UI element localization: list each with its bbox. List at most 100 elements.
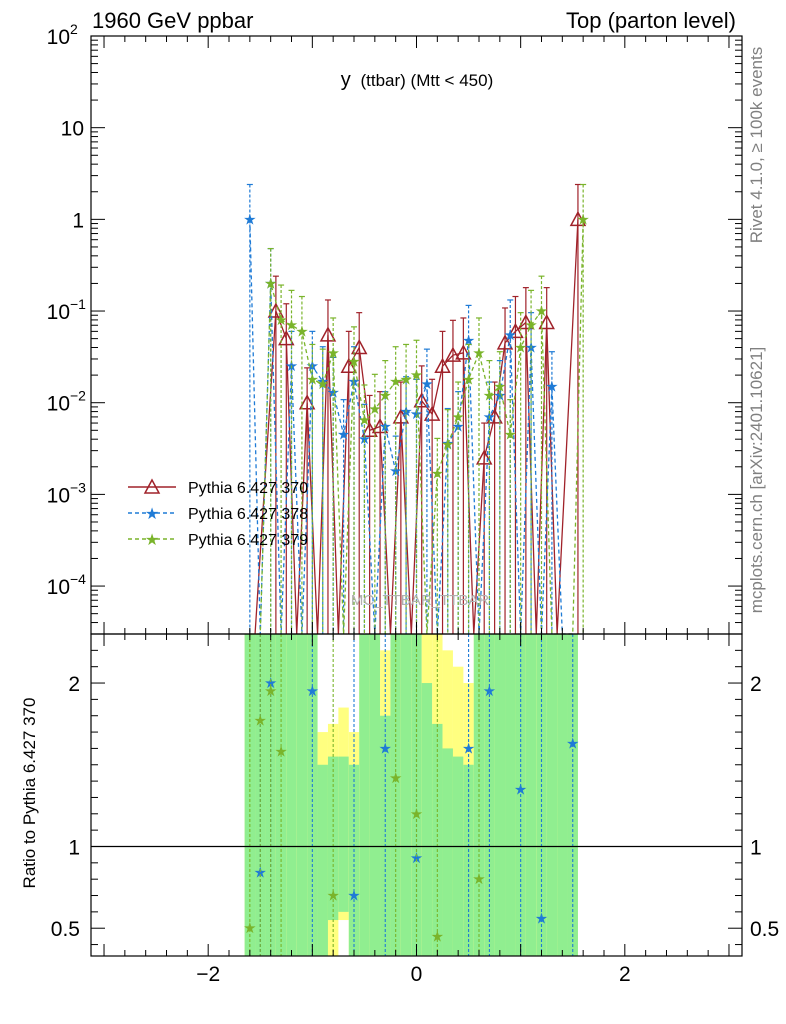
band-green: [557, 634, 568, 956]
x-tick-label: −2: [196, 963, 220, 986]
data-point: ★: [337, 427, 350, 444]
ratio-point: ★: [254, 713, 267, 730]
band-green: [546, 634, 558, 956]
band-green: [296, 634, 308, 956]
y-tick-exponent: −2: [70, 388, 86, 404]
ratio-point: ★: [514, 781, 527, 798]
data-point: [319, 326, 337, 342]
legend-item-379: ★ Pythia 6.427 379: [128, 532, 308, 549]
plot-title: y (ttbar) (Mtt < 450): [341, 69, 493, 91]
data-point: [517, 313, 535, 330]
side-label-rivet: Rivet 4.1.0, ≥ 100k events: [747, 47, 766, 243]
data-point: ★: [472, 345, 485, 362]
ratio-y-tick-label: 2: [68, 673, 80, 696]
data-point: ★: [420, 376, 433, 393]
legend-label-378: Pythia 6.427 378: [188, 506, 308, 523]
series-line-2: [249, 219, 584, 635]
band-green: [327, 756, 339, 921]
ratio-point: ★: [389, 770, 402, 787]
data-point: ★: [462, 332, 475, 349]
ratio-y-axis-label: Ratio to Pythia 6.427 370: [20, 698, 39, 889]
legend-item-378: ★ Pythia 6.427 378: [128, 506, 308, 523]
plot-title-main: y: [341, 69, 351, 91]
band-green: [421, 683, 433, 956]
data-point: ★: [441, 435, 454, 452]
data-point: [475, 449, 493, 465]
ratio-point: ★: [264, 675, 277, 692]
data-point: ★: [493, 379, 506, 396]
header-left: 1960 GeV ppbar: [92, 8, 253, 33]
data-point: ★: [264, 275, 277, 292]
ratio-y-tick-label: 1: [68, 836, 80, 859]
header-right: Top (parton level): [566, 8, 736, 33]
ratio-uncertainty-bands: [244, 634, 578, 956]
data-point: [434, 357, 451, 373]
ratio-point: ★: [566, 736, 579, 753]
data-point: [361, 421, 378, 438]
band-green: [452, 756, 464, 956]
data-point: ★: [326, 384, 339, 401]
data-point: [569, 210, 587, 227]
data-point: ★: [545, 379, 558, 396]
data-point: ★: [576, 211, 589, 228]
data-point: ★: [431, 465, 444, 482]
data-point: ★: [295, 323, 308, 340]
data-point: ★: [316, 376, 329, 393]
y-tick-label: 10: [47, 26, 70, 49]
data-point: ★: [441, 437, 454, 454]
data-point: [278, 330, 295, 346]
data-point: ★: [493, 387, 506, 404]
ratio-point: ★: [410, 806, 423, 823]
y-tick-label: 10: [61, 118, 84, 141]
data-point: ★: [358, 412, 371, 429]
band-green: [317, 764, 328, 956]
ratio-point: ★: [410, 850, 423, 867]
data-point: ★: [368, 401, 381, 418]
data-point: ★: [347, 354, 360, 371]
band-green: [338, 756, 349, 912]
data-point: [486, 408, 503, 424]
y-tick-label: 10: [47, 393, 70, 416]
ratio-point: ★: [243, 920, 256, 937]
y-tick-exponent: −4: [70, 571, 86, 587]
x-tick-label: 0: [411, 963, 423, 986]
ratio-point: ★: [274, 744, 287, 761]
ratio-point: ★: [462, 740, 475, 757]
ratio-point: ★: [483, 683, 496, 700]
legend-marker-378: ★: [145, 506, 159, 523]
ratio-point: ★: [254, 865, 267, 882]
data-point: [507, 322, 524, 339]
watermark: MC_TTBAR_TTBAR: [351, 592, 490, 609]
data-point: [392, 408, 410, 424]
side-label-mcplots: mcplots.cern.ch [arXiv:2401.10621]: [747, 347, 766, 613]
ratio-point: ★: [472, 871, 485, 888]
legend-marker-370: [143, 478, 161, 494]
band-green: [286, 634, 297, 956]
main-series: ★★★ ★★★★★★★★★★★★★★★★★★★★★★★★★★★★★★★★★★★★★…: [243, 183, 590, 635]
data-point: ★: [389, 463, 402, 480]
data-point: ★: [462, 371, 475, 388]
ratio-point: ★: [535, 910, 548, 927]
ratio-y-tick-label-right: 1: [750, 836, 762, 859]
y-tick-exponent: 2: [70, 21, 78, 37]
band-green: [400, 634, 412, 956]
data-point: [413, 392, 430, 408]
plot-title-sub: (ttbar) (Mtt < 450): [361, 71, 494, 90]
data-point: ★: [358, 431, 371, 448]
y-tick-exponent: −3: [70, 479, 86, 495]
band-green: [442, 748, 453, 956]
y-tick-label: 10: [47, 301, 70, 324]
ratio-point: ★: [264, 683, 277, 700]
legend-marker-379: ★: [145, 532, 159, 549]
data-point: ★: [326, 345, 339, 362]
data-point: ★: [410, 367, 423, 384]
data-point: ★: [274, 312, 287, 329]
x-tick-label: 2: [619, 963, 631, 986]
data-point: ★: [451, 409, 464, 426]
y-tick-label: 10: [47, 484, 70, 507]
y-tick-label: 10: [47, 576, 70, 599]
ratio-point: ★: [306, 683, 319, 700]
legend-label-370: Pythia 6.427 370: [188, 480, 308, 497]
